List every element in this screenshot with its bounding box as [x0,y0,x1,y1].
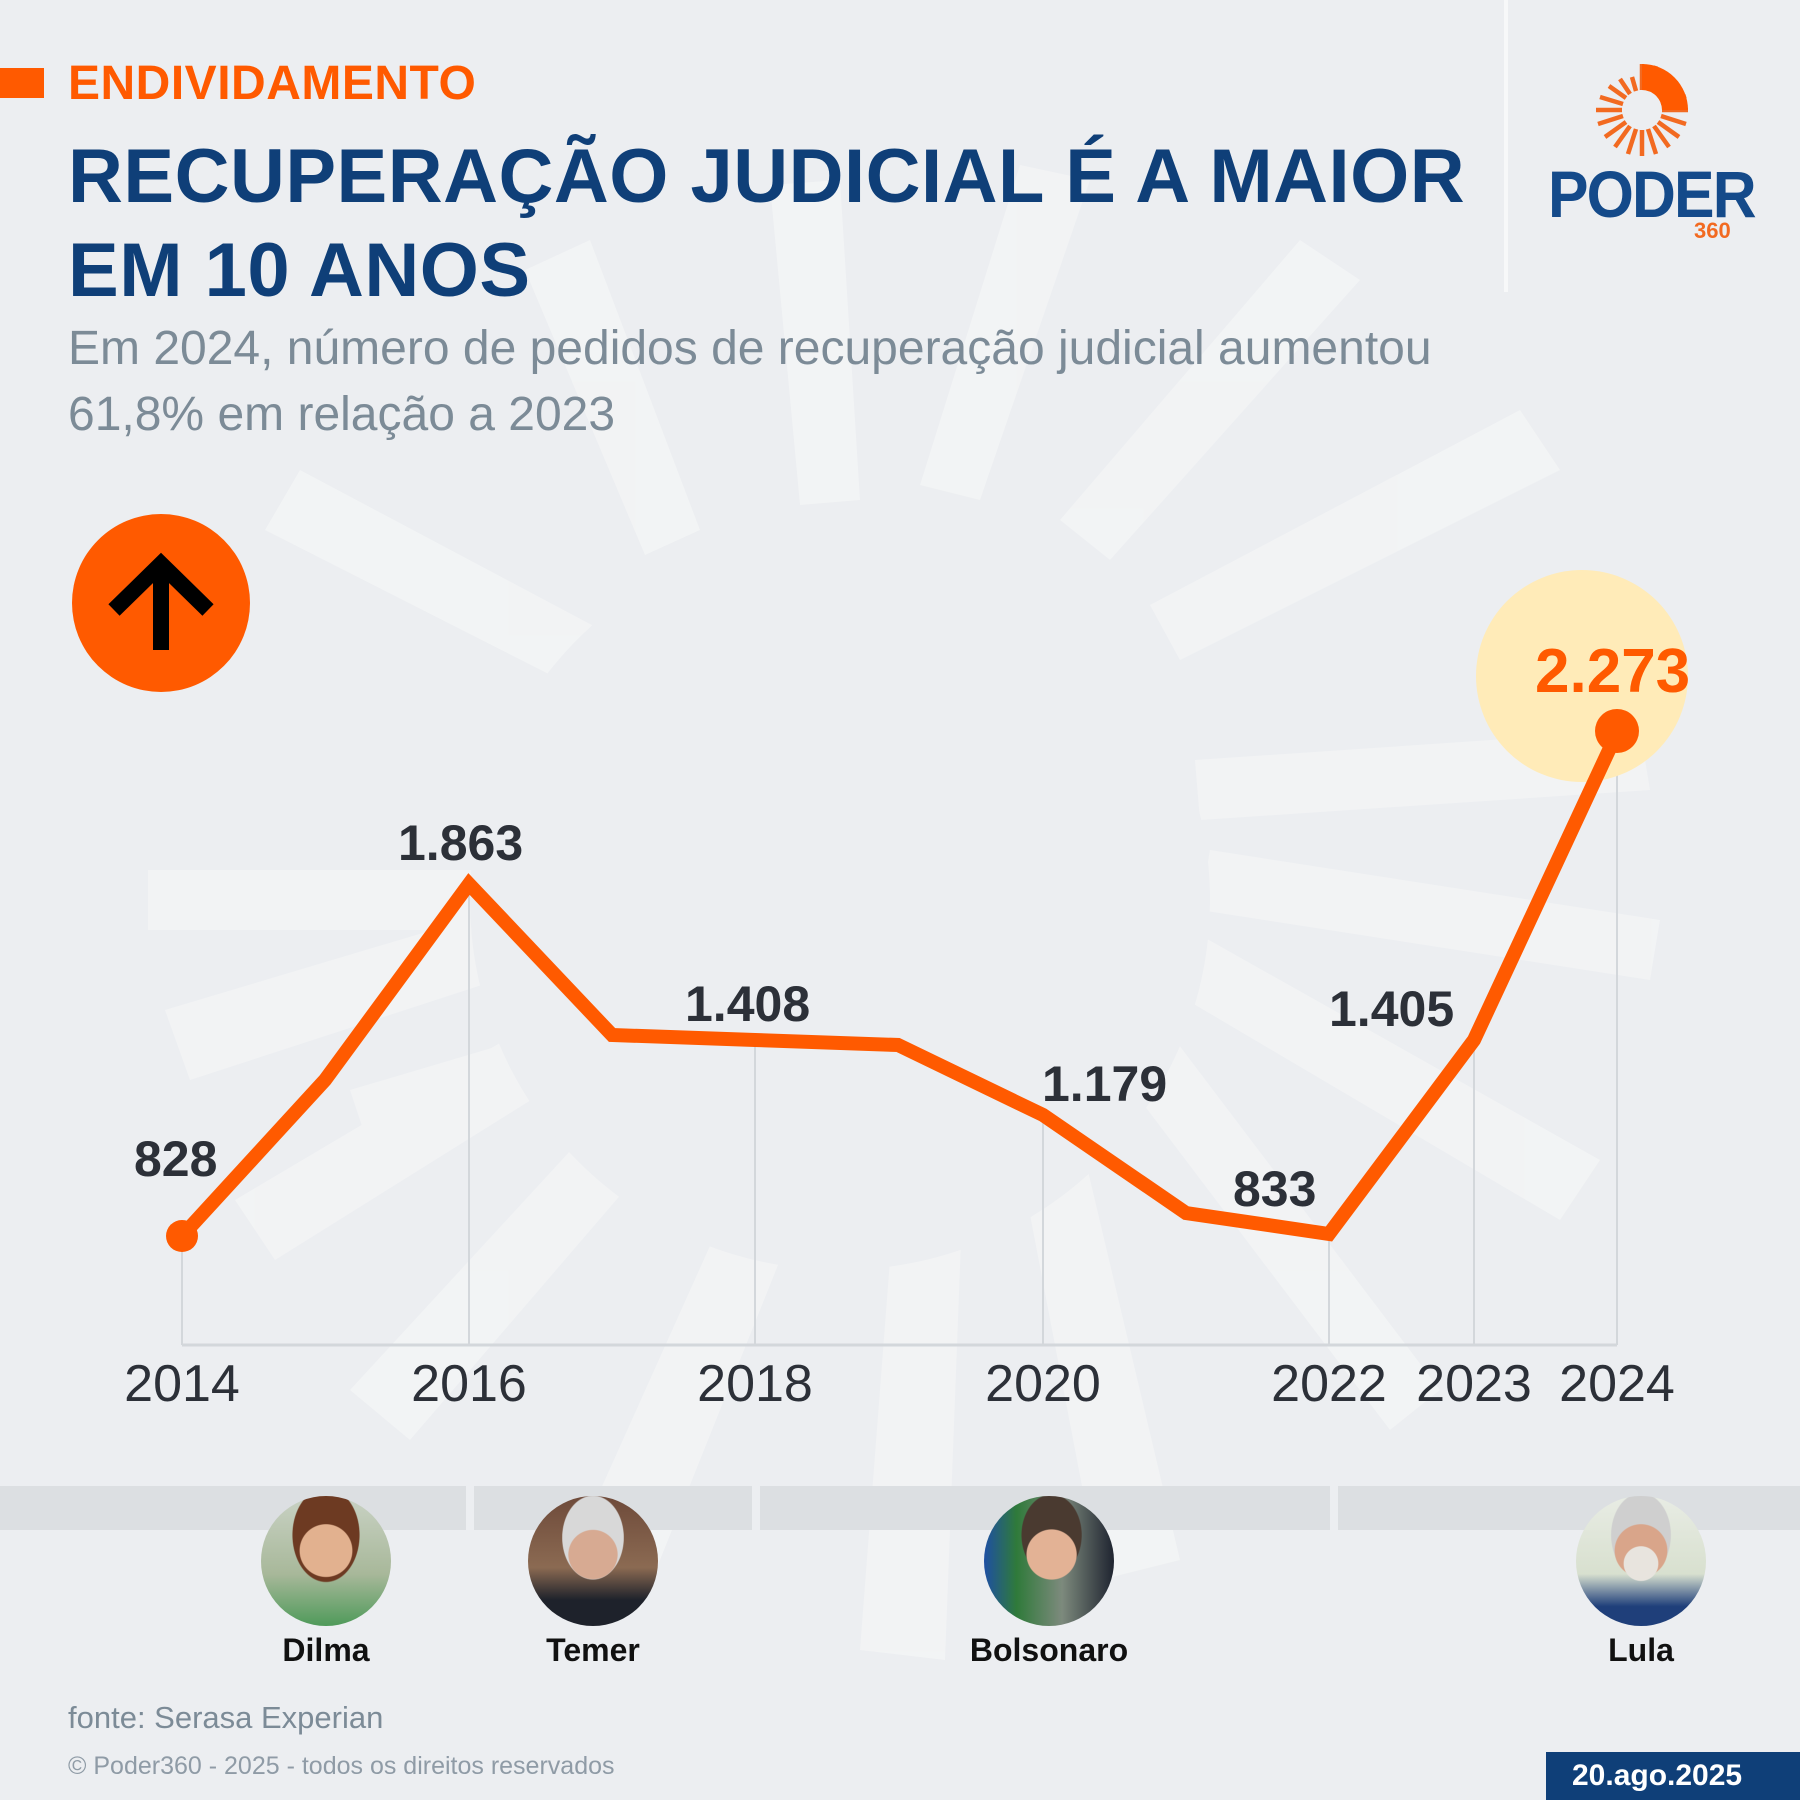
copyright-note: © Poder360 - 2025 - todos os direitos re… [68,1752,615,1780]
subtitle: Em 2024, número de pedidos de recuperaçã… [68,322,1432,441]
president-bolsonaro: Bolsonaro [970,1496,1128,1669]
point-label-2024-highlight: 2.273 [1535,637,1691,706]
term-bar-lula [1338,1486,1800,1530]
point-label-2023: 1.405 [1329,981,1455,1037]
point-label-2020: 1.179 [1042,1056,1168,1112]
gridlines [181,733,1618,1345]
header-divider [1504,0,1508,292]
term-bar-dilma [0,1486,466,1530]
trend-up-badge [72,514,250,692]
poder360-logo: PODER 360 [1540,60,1760,250]
logo-360: 360 [1694,218,1731,243]
president-name: Temer [546,1632,640,1668]
point-label-2014: 828 [134,1131,218,1187]
president-dilma: Dilma [261,1496,391,1669]
source-note: fonte: Serasa Experian [68,1700,384,1735]
date-badge: 20.ago.2025 [1546,1752,1800,1800]
x-tick-2014: 2014 [124,1355,240,1413]
avatar-lula [1576,1496,1706,1626]
page-title: RECUPERAÇÃO JUDICIAL É A MAIOR EM 10 ANO… [68,134,1466,313]
avatar-dilma [261,1496,391,1626]
president-temer: Temer [528,1496,658,1669]
x-tick-2020: 2020 [985,1355,1101,1413]
logo-wordmark: PODER [1548,157,1757,231]
x-tick-2022: 2022 [1271,1355,1387,1413]
president-name: Lula [1608,1632,1674,1668]
president-lula: Lula [1576,1496,1706,1669]
president-name: Bolsonaro [969,1632,1129,1668]
start-point-marker [166,1220,198,1252]
point-label-2016: 1.863 [398,815,524,871]
end-point-marker [1595,709,1639,753]
point-label-2018: 1.408 [685,976,811,1032]
kicker-label: ENDIVIDAMENTO [68,57,477,110]
sunburst-icon [1596,64,1688,156]
arrow-up-icon [108,552,214,650]
point-label-2022: 833 [1233,1161,1317,1217]
avatar-temer [528,1496,658,1626]
x-tick-2016: 2016 [411,1355,527,1413]
x-tick-2018: 2018 [697,1355,813,1413]
x-tick-2023: 2023 [1416,1355,1532,1413]
president-name: Dilma [282,1632,370,1668]
data-line [176,730,1624,1242]
x-tick-2024: 2024 [1559,1355,1675,1413]
kicker-bar [0,68,44,98]
avatar-bolsonaro [984,1496,1114,1626]
